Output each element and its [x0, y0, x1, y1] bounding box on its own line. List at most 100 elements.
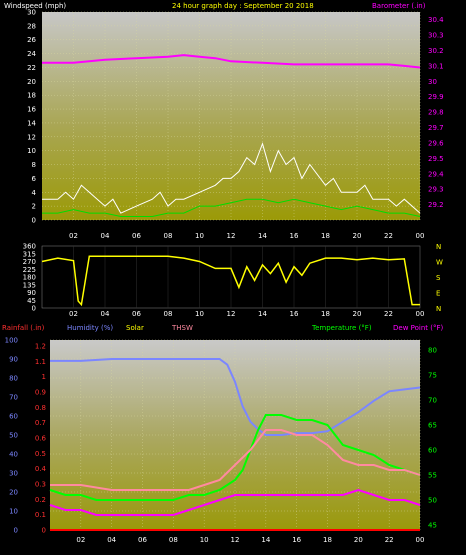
- windspeed-tick-label: 12: [27, 133, 36, 141]
- time-tick-label: 10: [195, 310, 204, 318]
- time-tick-label: 08: [164, 310, 173, 318]
- chart-title: 24 hour graph day : September 20 2018: [172, 2, 314, 10]
- compass-label: S: [436, 274, 441, 282]
- time-tick-label: 10: [195, 232, 204, 240]
- time-tick-label: 16: [290, 232, 299, 240]
- temperature-tick-label: 65: [428, 422, 437, 430]
- windspeed-tick-label: 0: [32, 217, 36, 225]
- temperature-tick-label: 55: [428, 472, 437, 480]
- windspeed-tick-label: 4: [32, 189, 37, 197]
- time-tick-label: 06: [132, 232, 141, 240]
- compass-label: E: [436, 290, 440, 298]
- time-tick-label: 14: [258, 310, 267, 318]
- direction-tick-label: 180: [23, 274, 36, 282]
- temperature-tick-label: 45: [428, 522, 437, 530]
- windspeed-axis-label: Windspeed (mph): [4, 2, 66, 10]
- direction-tick-label: 90: [27, 289, 36, 297]
- barometer-tick-label: 30.2: [428, 47, 444, 55]
- windspeed-tick-label: 16: [27, 106, 36, 114]
- rainfall-tick-label: 0: [42, 527, 46, 535]
- time-tick-label: 00: [416, 310, 425, 318]
- time-tick-label: 22: [384, 232, 393, 240]
- time-tick-label: 12: [227, 232, 236, 240]
- time-tick-label: 20: [354, 536, 363, 544]
- windspeed-tick-label: 28: [27, 22, 36, 30]
- legend-temperature: Temperature (°F): [311, 324, 372, 332]
- direction-tick-label: 135: [23, 281, 36, 289]
- time-tick-label: 04: [101, 310, 110, 318]
- time-tick-label: 00: [416, 232, 425, 240]
- time-tick-label: 18: [321, 310, 330, 318]
- barometer-tick-label: 30.4: [428, 16, 444, 24]
- barometer-tick-label: 29.4: [428, 170, 444, 178]
- humidity-tick-label: 40: [9, 451, 18, 459]
- time-tick-label: 16: [292, 536, 301, 544]
- barometer-tick-label: 29.6: [428, 139, 444, 147]
- compass-label: N: [436, 243, 441, 251]
- time-tick-label: 04: [107, 536, 116, 544]
- humidity-tick-label: 80: [9, 375, 18, 383]
- humidity-tick-label: 90: [9, 356, 18, 364]
- legend-dewpoint: Dew Point (°F): [393, 324, 444, 332]
- windspeed-tick-label: 20: [27, 78, 36, 86]
- barometer-tick-label: 30: [428, 78, 437, 86]
- direction-tick-label: 315: [23, 250, 36, 258]
- series-line: [49, 414, 421, 501]
- series-line: [42, 54, 421, 69]
- time-tick-label: 18: [323, 536, 332, 544]
- barometer-tick-label: 29.9: [428, 93, 444, 101]
- time-tick-label: 22: [385, 536, 394, 544]
- humidity-tick-label: 100: [5, 337, 18, 345]
- compass-label: N: [436, 305, 441, 313]
- windspeed-tick-label: 2: [32, 203, 36, 211]
- wind-grid: [42, 11, 421, 221]
- rainfall-tick-label: 0.3: [35, 481, 46, 489]
- direction-tick-label: 360: [23, 243, 36, 251]
- windspeed-tick-label: 22: [27, 64, 36, 72]
- humidity-tick-label: 20: [9, 489, 18, 497]
- direction-time-ticks: 02 04 06 08 10 12 14 16 18 20 22 00: [69, 310, 424, 318]
- rainfall-tick-label: 0.1: [35, 511, 46, 519]
- windspeed-tick-label: 8: [32, 161, 36, 169]
- direction-tick-label: 45: [27, 297, 36, 305]
- barometer-ticks: 29.2 29.3 29.4 29.5 29.6 29.7 29.8 29.9 30 30.1 30…: [428, 16, 444, 209]
- wind-time-ticks: 02 04 06 08 10 12 14 16 18 20 22 00: [69, 232, 424, 240]
- temperature-tick-label: 60: [428, 447, 437, 455]
- time-tick-label: 10: [200, 536, 209, 544]
- windspeed-tick-label: 6: [32, 175, 37, 183]
- barometer-axis-label: Barometer (.in): [372, 2, 426, 10]
- time-tick-label: 14: [258, 232, 267, 240]
- temperature-tick-label: 70: [428, 397, 437, 405]
- time-tick-label: 02: [69, 310, 78, 318]
- legend-humidity: Humidity (%): [67, 324, 113, 332]
- temperature-ticks: 45 50 55 60 65 70 75 80: [428, 347, 437, 530]
- temperature-tick-label: 50: [428, 497, 437, 505]
- humidity-ticks: 0 10 20 30 40 50 60 70 80 90 100: [5, 337, 18, 535]
- rainfall-ticks: 0 0.1 0.2 0.3 0.4 0.5 0.6 0.7 0.8 0.9 1 1.1 1.2: [35, 343, 47, 535]
- legend-rainfall: Rainfall (.in): [2, 324, 45, 332]
- legend-solar: Solar: [126, 324, 144, 332]
- windspeed-tick-label: 10: [27, 147, 36, 155]
- rainfall-tick-label: 0.6: [35, 435, 47, 443]
- time-tick-label: 20: [353, 310, 362, 318]
- temperature-tick-label: 75: [428, 372, 437, 380]
- time-tick-label: 08: [164, 232, 173, 240]
- rainfall-tick-label: 0.5: [35, 450, 46, 458]
- humidity-tick-label: 30: [9, 470, 18, 478]
- direction-tick-label: 270: [23, 258, 36, 266]
- barometer-tick-label: 30.1: [428, 62, 444, 70]
- barometer-tick-label: 29.7: [428, 124, 444, 132]
- time-tick-label: 00: [416, 536, 425, 544]
- direction-line: [41, 255, 420, 307]
- rainfall-tick-label: 1.2: [35, 343, 46, 351]
- rainfall-tick-label: 0.2: [35, 496, 46, 504]
- temp-plot-area: [50, 340, 420, 530]
- compass-label: W: [436, 259, 443, 267]
- windspeed-tick-label: 14: [27, 119, 36, 127]
- direction-tick-label: 225: [23, 266, 36, 274]
- barometer-tick-label: 29.8: [428, 109, 444, 117]
- windspeed-tick-label: 26: [27, 36, 36, 44]
